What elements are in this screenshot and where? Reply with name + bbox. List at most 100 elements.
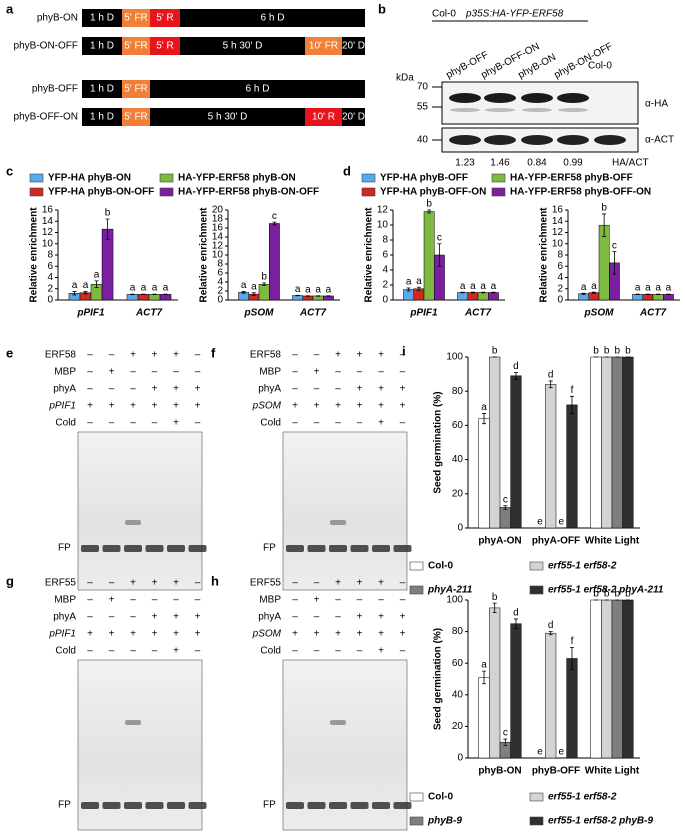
gel [77, 659, 203, 831]
condition-sign: – [292, 384, 298, 395]
significance-letter: c [503, 494, 508, 505]
condition-label: phyA [53, 384, 76, 395]
y-tick-label: 8 [47, 250, 53, 261]
condition-sign: + [357, 629, 363, 640]
ratio: 0.99 [563, 158, 583, 169]
condition-sign: – [173, 367, 179, 378]
x-tick-label: ACT7 [299, 308, 327, 319]
band [449, 93, 481, 103]
condition-label: phyA [53, 612, 76, 623]
gel-band [124, 802, 142, 809]
legend-label: Col-0 [428, 792, 453, 803]
condition-sign: – [335, 384, 341, 395]
condition-sign: – [109, 418, 115, 429]
bar [467, 292, 479, 301]
gel-band [145, 545, 164, 552]
condition-sign: + [335, 578, 341, 589]
panel-label: f [211, 345, 216, 360]
y-axis-label: Relative enrichment [364, 207, 375, 303]
segment [150, 37, 180, 55]
legend-swatch [361, 187, 376, 197]
segment-label: 5' FR [124, 13, 148, 24]
significance-letter: a [163, 283, 169, 294]
condition-label: pPIF1 [48, 629, 76, 640]
condition-sign: – [292, 350, 298, 361]
significance-letter: a [481, 402, 487, 413]
y-tick-label: 40 [452, 454, 464, 465]
condition-sign: – [130, 612, 136, 623]
band [484, 93, 516, 103]
significance-letter: a [406, 277, 412, 288]
legend-swatch [491, 173, 506, 183]
error-bar [591, 291, 596, 294]
band [521, 93, 553, 103]
unit: kDa [396, 73, 414, 84]
error-bar [581, 292, 586, 295]
gel [77, 431, 203, 591]
significance-letter: b [625, 589, 631, 600]
condition-label: MBP [54, 367, 76, 378]
legend-swatch [409, 792, 424, 802]
condition-sign: + [378, 629, 384, 640]
segment [180, 9, 365, 27]
error-bar [152, 293, 157, 296]
condition-sign: – [357, 418, 363, 429]
condition-sign: + [378, 384, 384, 395]
shift-band [125, 720, 141, 725]
gel-band [81, 802, 99, 809]
x-tick-label: pSOM [244, 308, 275, 319]
gel-band [145, 802, 164, 809]
significance-letter: a [655, 283, 661, 294]
bar [601, 599, 613, 759]
condition-sign: – [335, 595, 341, 606]
error-bar [602, 213, 607, 237]
bar [269, 223, 280, 301]
y-tick-label: 0 [457, 753, 463, 764]
y-tick-label: 18 [212, 214, 224, 225]
condition-sign: – [400, 595, 406, 606]
error-bar [635, 293, 640, 296]
x-tick-label: pPIF1 [76, 308, 105, 319]
condition-sign: – [195, 646, 201, 657]
segment-label: 5' FR [124, 41, 148, 52]
significance-letter: e [537, 747, 543, 758]
condition-sign: – [195, 350, 201, 361]
condition-sign: + [400, 384, 406, 395]
bar [101, 228, 114, 301]
y-tick-label: 14 [42, 216, 54, 227]
condition-sign: – [357, 367, 363, 378]
condition-sign: + [173, 384, 179, 395]
segment [122, 37, 150, 55]
shift-band [330, 520, 346, 525]
condition-sign: + [173, 578, 179, 589]
condition-sign: – [195, 578, 201, 589]
bar [652, 294, 664, 301]
y-axis-label: Seed germination (%) [433, 628, 444, 730]
condition-sign: – [335, 418, 341, 429]
condition-sign: – [335, 367, 341, 378]
condition-sign: – [130, 418, 136, 429]
significance-letter: a [141, 283, 147, 294]
y-tick-label: 2 [47, 283, 53, 294]
band [449, 135, 481, 145]
error-bar [460, 291, 465, 294]
x-tick-label: White Light [585, 536, 640, 547]
y-tick-label: 60 [452, 658, 464, 669]
bar [477, 292, 489, 301]
legend-swatch [529, 585, 544, 595]
significance-letter: b [492, 592, 498, 603]
condition-sign: + [87, 629, 93, 640]
condition-sign: – [314, 578, 320, 589]
condition-sign: – [400, 418, 406, 429]
error-bar [470, 291, 475, 294]
bar [148, 294, 161, 301]
condition-sign: + [335, 350, 341, 361]
error-bar [569, 395, 574, 414]
condition-sign: + [314, 401, 320, 412]
antibody: α-HA [645, 99, 668, 110]
significance-letter: a [481, 660, 487, 671]
segment [82, 37, 122, 55]
y-tick-label: 4 [217, 277, 223, 288]
error-bar [83, 291, 88, 295]
error-bar [481, 291, 486, 294]
